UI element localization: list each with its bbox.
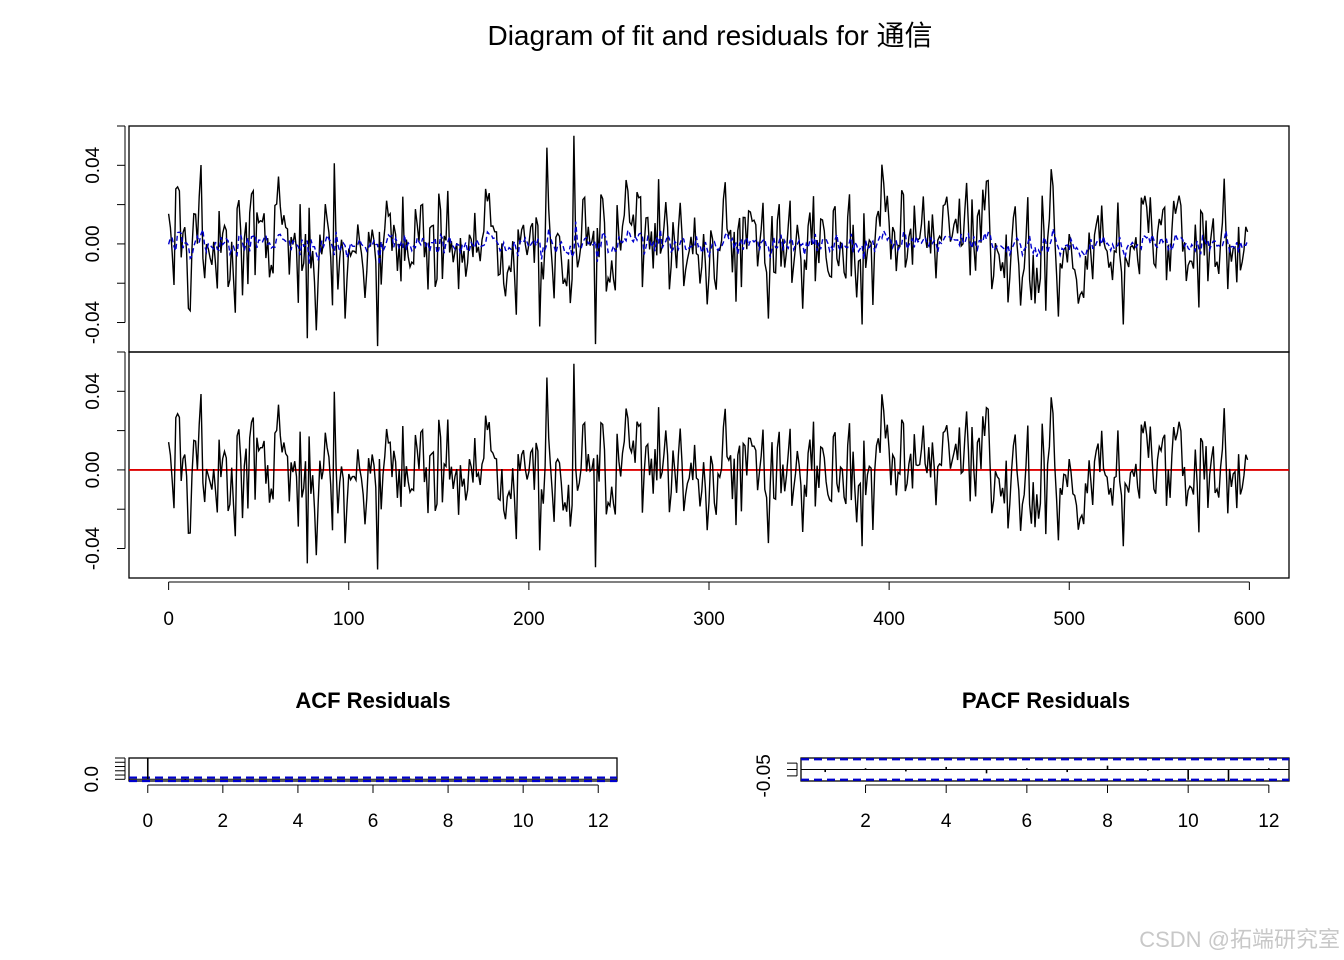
x-tick-label: 8 [443, 811, 454, 832]
plot-frame [128, 351, 1290, 579]
x-tick-label: 600 [1234, 609, 1266, 630]
x-tick-label: 0 [163, 609, 174, 630]
x-tick-label: 0 [142, 811, 153, 832]
plot-frame [128, 757, 618, 782]
y-tick-label: 0.04 [83, 372, 104, 409]
x-tick-label: 12 [588, 811, 609, 832]
x-tick-label: 400 [873, 609, 905, 630]
x-tick-label: 12 [1258, 811, 1279, 832]
fitted-series-line [167, 221, 1249, 265]
pacf-panel: PACF Residuals 2 4 6 8 10 12 -0.05 [754, 688, 1290, 832]
y-tick-label: 0.0 [82, 766, 103, 792]
plot-frame [128, 125, 1290, 353]
x-tick-label: 500 [1053, 609, 1085, 630]
x-tick-label: 2 [860, 811, 871, 832]
panel-title: PACF Residuals [962, 688, 1130, 713]
watermark: CSDN @拓端研究室 [1139, 927, 1340, 952]
y-tick-label: -0.04 [83, 526, 104, 570]
y-tick-label: -0.05 [754, 754, 775, 797]
y-tick-label: 0.00 [83, 451, 104, 488]
y-tick-label: 0.00 [83, 225, 104, 262]
x-tick-label: 6 [368, 811, 379, 832]
x-tick-label: 8 [1102, 811, 1113, 832]
x-tick-label: 4 [293, 811, 304, 832]
x-tick-label: 300 [693, 609, 725, 630]
x-tick-label: 2 [218, 811, 229, 832]
residual-panel: -0.04 0.00 0.04 0 100 200 300 400 500 600 [83, 351, 1290, 630]
x-tick-label: 100 [333, 609, 365, 630]
acf-panel: ACF Residuals 0 2 4 6 8 10 12 0.0 [82, 688, 618, 832]
x-tick-label: 10 [1178, 811, 1199, 832]
x-tick-label: 4 [941, 811, 952, 832]
fit-panel: -0.04 0.00 0.04 [83, 125, 1290, 353]
y-tick-label: -0.04 [83, 300, 104, 344]
x-tick-label: 10 [513, 811, 534, 832]
panel-title: ACF Residuals [295, 688, 450, 713]
x-tick-label: 6 [1022, 811, 1033, 832]
x-tick-label: 200 [513, 609, 545, 630]
y-tick-label: 0.04 [83, 146, 104, 183]
figure-title: Diagram of fit and residuals for 通信 [487, 20, 932, 51]
residuals-series-line [167, 363, 1249, 570]
